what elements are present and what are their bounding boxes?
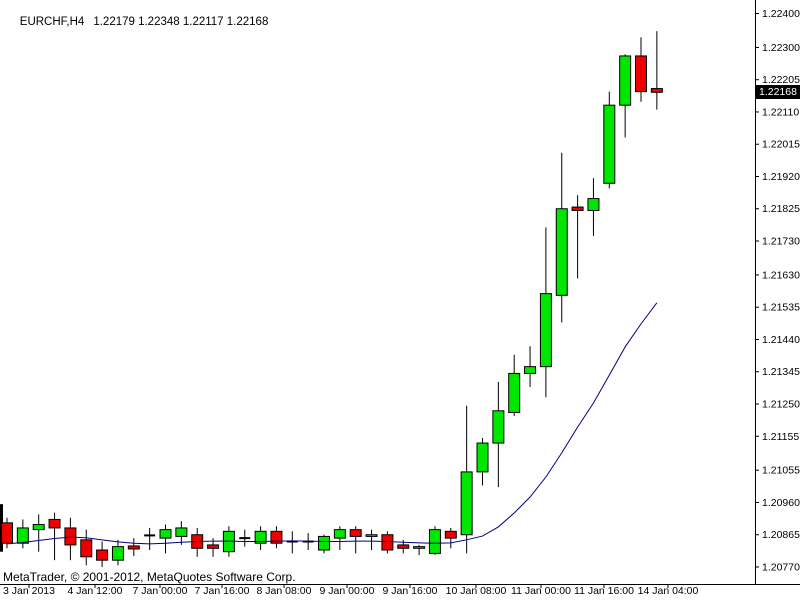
price-label: 1.22205 (762, 74, 800, 86)
candle-body-bear (64, 527, 77, 546)
price-label: 1.22400 (762, 8, 800, 20)
candle-body-bull (539, 293, 552, 368)
candle-body-bear (207, 544, 220, 549)
candle-body-bull (587, 198, 600, 211)
candle-body-bull (111, 546, 124, 561)
candle-body-bear (1, 522, 13, 544)
price-label: 1.21155 (762, 431, 799, 443)
candle-body-bear (381, 534, 394, 551)
chart-title-symbol: EURCHF,H4 (19, 16, 85, 28)
candle-body-bull (460, 471, 473, 536)
time-label: 11 Jan 00:00 (511, 585, 571, 597)
candle-body-bull (476, 442, 489, 473)
time-label: 7 Jan 16:00 (195, 585, 250, 597)
candle-body-bull (428, 529, 441, 554)
price-label: 1.21630 (762, 269, 800, 281)
candle-body-bull (333, 529, 346, 539)
time-label: 7 Jan 00:00 (133, 585, 188, 597)
candle-body-bull (413, 546, 426, 549)
candle-body-bear (80, 539, 93, 558)
candle-body-bull (619, 55, 632, 106)
moving-average-line (6, 302, 658, 545)
time-label: 14 Jan 04:00 (638, 585, 699, 597)
time-label: 10 Jan 08:00 (446, 585, 507, 597)
candle-body-bull (524, 366, 537, 374)
price-label: 1.20960 (762, 497, 800, 509)
candle-body-bull (365, 534, 378, 537)
time-label: 11 Jan 16:00 (574, 585, 634, 597)
candle-body-bear (48, 518, 61, 529)
time-label: 3 Jan 2013 (3, 585, 55, 597)
price-label: 1.20865 (762, 529, 800, 541)
copyright-text: MetaTrader, © 2001-2012, MetaQuotes Soft… (3, 570, 296, 584)
candle-body-bull (159, 529, 172, 539)
time-label: 8 Jan 08:00 (257, 585, 312, 597)
chart-title-ohlc: 1.22179 1.22348 1.22117 1.22168 (93, 16, 269, 28)
price-label: 1.22300 (762, 42, 800, 54)
candle-body-bull (254, 530, 267, 544)
chart-title: EURCHF,H4 1.22179 1.22348 1.22117 1.22168 (7, 4, 269, 40)
time-label: 9 Jan 16:00 (383, 585, 438, 597)
price-label: 1.22110 (762, 106, 799, 118)
price-label: 1.21440 (762, 334, 800, 346)
candle-body-bear (397, 544, 410, 549)
price-label: 1.21825 (762, 203, 800, 215)
candle-body-bear (650, 88, 663, 93)
price-label: 1.21250 (762, 398, 800, 410)
candle-body-bear (444, 530, 457, 539)
candle-body-bull (318, 535, 330, 551)
candle-body-bear (349, 529, 362, 537)
price-label: 1.21920 (762, 171, 800, 183)
price-label: 1.21345 (762, 366, 800, 378)
candle-body-bear (127, 545, 140, 550)
time-label: 9 Jan 00:00 (320, 585, 375, 597)
candle-body-bear (635, 55, 647, 93)
price-label: 1.21730 (762, 236, 800, 248)
candle-body-bull (175, 527, 188, 537)
candle-body-bull (32, 524, 45, 531)
candle-body-bull (492, 410, 505, 444)
price-label: 1.20770 (762, 561, 800, 573)
current-price-badge: 1.22168 (756, 85, 800, 100)
candle-body-bear (571, 206, 584, 211)
candle-body-bull (16, 527, 29, 544)
candle-body-bear (96, 549, 109, 561)
candle-body-bull (555, 208, 568, 296)
price-label: 1.21535 (762, 302, 800, 314)
candle-body-bear (270, 530, 283, 544)
candle-body-bull (603, 104, 616, 184)
time-label: 4 Jan 12:00 (68, 585, 123, 597)
price-label: 1.22015 (762, 139, 800, 151)
candle-body-bull (508, 372, 521, 413)
price-label: 1.21055 (762, 465, 800, 477)
